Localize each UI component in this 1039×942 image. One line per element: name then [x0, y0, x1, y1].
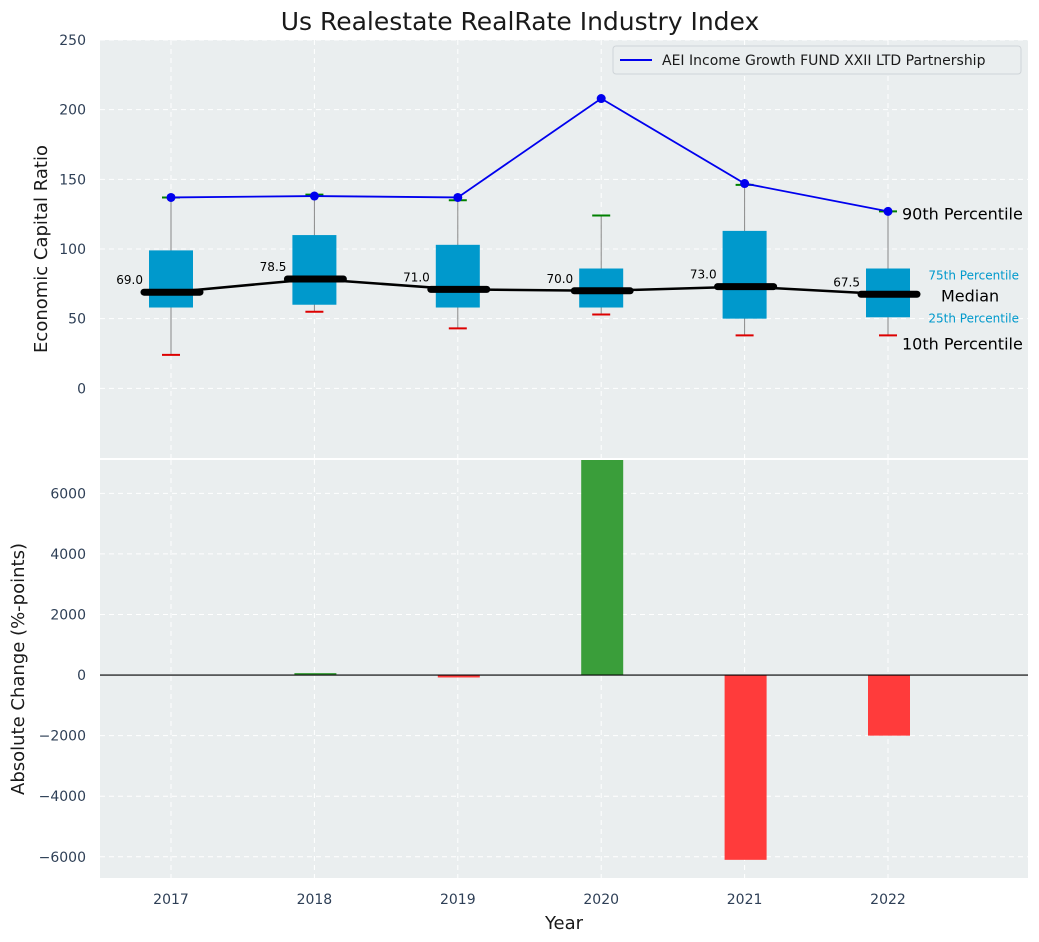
- top-y-tick-label: 50: [68, 312, 86, 328]
- x-tick-label-2017: 2017: [153, 892, 189, 908]
- x-tick-label-2020: 2020: [583, 892, 619, 908]
- annotation-25th-percentile: 25th Percentile: [928, 311, 1019, 325]
- box-2019: [435, 244, 480, 308]
- annotation-median: Median: [941, 286, 999, 305]
- top-y-axis-label: Economic Capital Ratio: [31, 145, 52, 353]
- median-label-2020: 70.0: [546, 272, 573, 286]
- change-bar-2019: [437, 675, 480, 678]
- annotation-90th-percentile: 90th Percentile: [902, 204, 1023, 223]
- top-y-tick-label: 0: [77, 381, 86, 397]
- box-plots: [149, 183, 910, 356]
- box-2018: [292, 235, 337, 305]
- median-line-group: 69.0 78.5 71.0 70.0 73.0 67.5: [116, 260, 921, 298]
- top-y-ticks: 0 50 100 150 200 250: [59, 33, 86, 397]
- legend: AEI Income Growth FUND XXII LTD Partners…: [612, 45, 1022, 75]
- change-bar-2022: [868, 675, 910, 736]
- x-axis-label: Year: [544, 913, 584, 934]
- top-panel: 0 50 100 150 200 250 69.0 78.5 71.0 70.0 73.0 67.5…: [31, 7, 1028, 458]
- percentile-annotations: 90th Percentile 75th Percentile Median 2…: [902, 204, 1023, 353]
- x-tick-label-2018: 2018: [297, 892, 333, 908]
- box-2017: [149, 250, 193, 308]
- median-label-2022: 67.5: [833, 275, 860, 289]
- legend-box: [612, 45, 1022, 75]
- chart-title: Us Realestate RealRate Industry Index: [281, 7, 760, 36]
- bottom-y-axis-label: Absolute Change (%-points): [8, 543, 29, 795]
- change-bars: [100, 460, 1028, 860]
- median-label-2019: 71.0: [403, 270, 430, 284]
- series-point-2019: [453, 192, 463, 202]
- bottom-y-ticks: −6000 −4000 −2000 0 2000 4000 6000: [39, 486, 86, 865]
- series-point-2021: [740, 179, 750, 189]
- series-point-2020: [596, 94, 606, 104]
- annotation-10th-percentile: 10th Percentile: [902, 334, 1023, 353]
- bottom-plot-background: [100, 460, 1028, 878]
- x-tick-label-2019: 2019: [440, 892, 476, 908]
- median-label-2017: 69.0: [116, 273, 143, 287]
- box-2021: [722, 230, 767, 319]
- median-label-2021: 73.0: [690, 268, 717, 282]
- change-bar-2021: [724, 675, 767, 860]
- bottom-y-tick-label: 2000: [50, 607, 86, 623]
- x-tick-label-2021: 2021: [727, 892, 763, 908]
- top-y-tick-label: 250: [59, 33, 86, 49]
- series-point-2017: [166, 192, 176, 202]
- bottom-y-tick-label: 4000: [50, 547, 86, 563]
- change-bar-2018: [294, 673, 337, 676]
- top-y-tick-label: 200: [59, 103, 86, 119]
- bottom-y-tick-label: 6000: [50, 486, 86, 502]
- bottom-y-tick-label: −6000: [39, 850, 86, 866]
- bottom-y-tick-label: −4000: [39, 789, 86, 805]
- median-label-2018: 78.5: [260, 260, 287, 274]
- x-ticks: 2017 2018 2019 2020 2021 2022: [153, 892, 906, 908]
- bottom-y-tick-label: 0: [77, 668, 86, 684]
- legend-label: AEI Income Growth FUND XXII LTD Partners…: [662, 53, 986, 69]
- series-line: [170, 97, 889, 213]
- series-point-2022: [883, 206, 893, 216]
- top-y-tick-label: 100: [59, 242, 86, 258]
- x-tick-label-2022: 2022: [870, 892, 906, 908]
- annotation-75th-percentile: 75th Percentile: [928, 269, 1019, 283]
- bottom-y-tick-label: −2000: [39, 729, 86, 745]
- series-line-group: [166, 94, 893, 216]
- change-bar-2020: [581, 460, 624, 676]
- series-point-2018: [309, 191, 319, 201]
- top-y-tick-label: 150: [59, 172, 86, 188]
